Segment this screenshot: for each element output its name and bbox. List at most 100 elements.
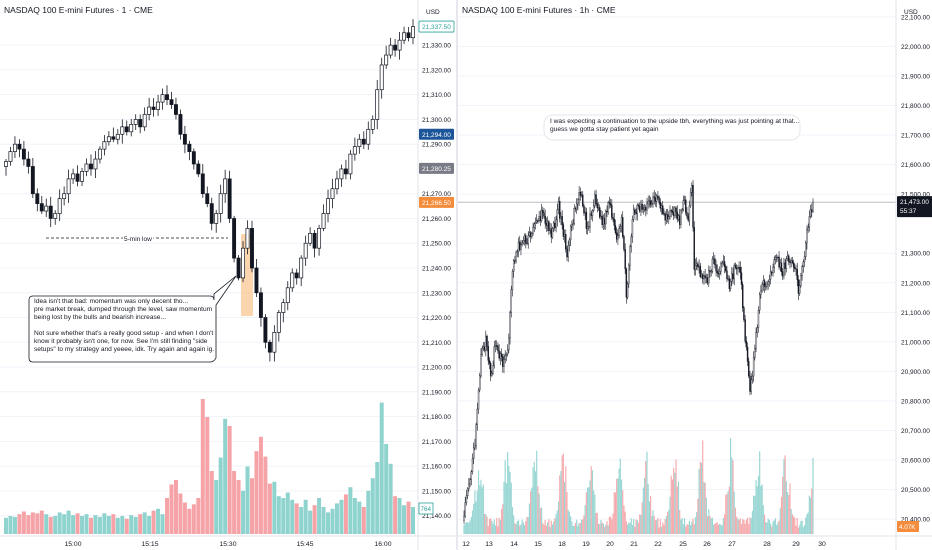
y-tick-label: 22,000.00 bbox=[901, 44, 930, 51]
candle bbox=[756, 324, 758, 338]
candle bbox=[640, 200, 642, 216]
candle bbox=[525, 233, 527, 249]
volume-bar bbox=[727, 490, 729, 534]
volume-bar bbox=[607, 525, 609, 534]
price-badge-text: 21,280.25 bbox=[422, 166, 451, 173]
candle bbox=[523, 233, 526, 246]
candle bbox=[124, 120, 129, 136]
candle bbox=[536, 214, 538, 224]
candle bbox=[487, 340, 489, 366]
volume-bar bbox=[236, 480, 241, 534]
candle bbox=[66, 169, 71, 203]
volume-bar bbox=[542, 522, 544, 534]
candle bbox=[797, 275, 800, 301]
candle bbox=[723, 255, 726, 274]
candle bbox=[617, 229, 619, 245]
candle bbox=[603, 212, 606, 230]
volume-bar bbox=[771, 526, 773, 534]
candle bbox=[106, 131, 111, 146]
candle bbox=[779, 259, 781, 272]
y-tick-label: 21,140.00 bbox=[422, 513, 451, 520]
volume-bar bbox=[151, 510, 156, 534]
x-tick-label: 15 bbox=[534, 541, 542, 548]
volume-bar bbox=[563, 482, 566, 534]
candle bbox=[711, 256, 714, 274]
volume-bar bbox=[178, 493, 183, 534]
y-tick-label: 20,700.00 bbox=[901, 428, 930, 435]
right-chart-panel[interactable]: 22,100.00 22,000.00 21,900.00 21,800.00 21,7… bbox=[456, 0, 932, 550]
candle bbox=[744, 315, 746, 344]
volume-bar bbox=[669, 496, 671, 534]
candle bbox=[694, 258, 697, 276]
candle bbox=[774, 254, 777, 265]
left-note-text: Idea isn't that bad: momentum was only d… bbox=[34, 298, 218, 354]
left-chart-canvas[interactable]: 5-min low 21,330.00 21,320.00 21,310.00 21,… bbox=[0, 0, 456, 550]
volume-bar bbox=[487, 526, 489, 534]
volume-badge-text: 764 bbox=[421, 506, 432, 513]
volume-bar bbox=[622, 490, 624, 534]
volume-bar bbox=[602, 523, 604, 534]
candle bbox=[30, 157, 35, 198]
x-tick-label: 26 bbox=[703, 541, 711, 548]
right-note-text: I was expecting a continuation to the up… bbox=[550, 118, 800, 134]
volume-bar bbox=[600, 520, 602, 534]
volume-bar bbox=[498, 517, 500, 534]
candle bbox=[573, 204, 575, 226]
volume-bar bbox=[550, 520, 552, 534]
volume-bar bbox=[626, 524, 629, 534]
candle bbox=[504, 349, 506, 364]
candle bbox=[634, 207, 636, 216]
right-chart-canvas[interactable]: 22,100.00 22,000.00 21,900.00 21,800.00 21,7… bbox=[458, 0, 932, 550]
volume-bar bbox=[169, 484, 174, 534]
candle bbox=[498, 344, 500, 361]
candle bbox=[763, 278, 766, 293]
candle bbox=[798, 279, 801, 297]
candle bbox=[500, 348, 503, 362]
candle bbox=[312, 230, 317, 258]
volume-bar bbox=[743, 519, 745, 534]
candle bbox=[583, 203, 585, 216]
candle bbox=[200, 164, 205, 198]
volume-bar bbox=[517, 520, 520, 534]
volume-bar bbox=[582, 519, 584, 534]
volume-bar bbox=[214, 480, 219, 534]
volume-bar bbox=[640, 515, 642, 534]
candle bbox=[680, 208, 682, 229]
candle bbox=[725, 264, 727, 273]
volume-bar bbox=[294, 503, 299, 534]
candle bbox=[591, 209, 594, 222]
left-chart-panel[interactable]: 5-min low 21,330.00 21,320.00 21,310.00 21,… bbox=[0, 0, 456, 550]
volume-bar bbox=[679, 509, 681, 534]
volume-bar bbox=[522, 522, 524, 534]
volume-bar bbox=[411, 507, 415, 534]
candle bbox=[479, 372, 481, 393]
volume-bar bbox=[663, 524, 665, 534]
candle bbox=[805, 240, 807, 260]
volume-bar bbox=[578, 523, 580, 534]
volume-bar bbox=[699, 461, 701, 534]
candle bbox=[567, 240, 569, 263]
volume-bar bbox=[80, 516, 85, 534]
volume-bar bbox=[761, 484, 763, 534]
volume-bar bbox=[721, 525, 723, 534]
volume-bar bbox=[666, 512, 669, 534]
y-tick-label: 21,190.00 bbox=[422, 389, 451, 396]
countdown-text: 55:37 bbox=[900, 208, 917, 215]
left-price-axis[interactable] bbox=[418, 0, 456, 550]
volume-bar bbox=[725, 494, 727, 534]
candle bbox=[191, 148, 196, 170]
candle bbox=[232, 215, 237, 263]
right-price-axis[interactable] bbox=[896, 0, 932, 550]
candle bbox=[806, 225, 808, 250]
candle bbox=[672, 206, 675, 221]
volume-bar bbox=[343, 494, 348, 534]
volume-bar bbox=[254, 451, 259, 534]
volume-bar bbox=[276, 496, 281, 534]
candle bbox=[675, 206, 677, 219]
candle bbox=[26, 151, 31, 174]
y-tick-label: 21,250.00 bbox=[422, 241, 451, 248]
volume-bar bbox=[706, 516, 709, 534]
candle bbox=[611, 199, 613, 220]
volume-bar bbox=[568, 512, 571, 534]
candle bbox=[761, 282, 763, 293]
